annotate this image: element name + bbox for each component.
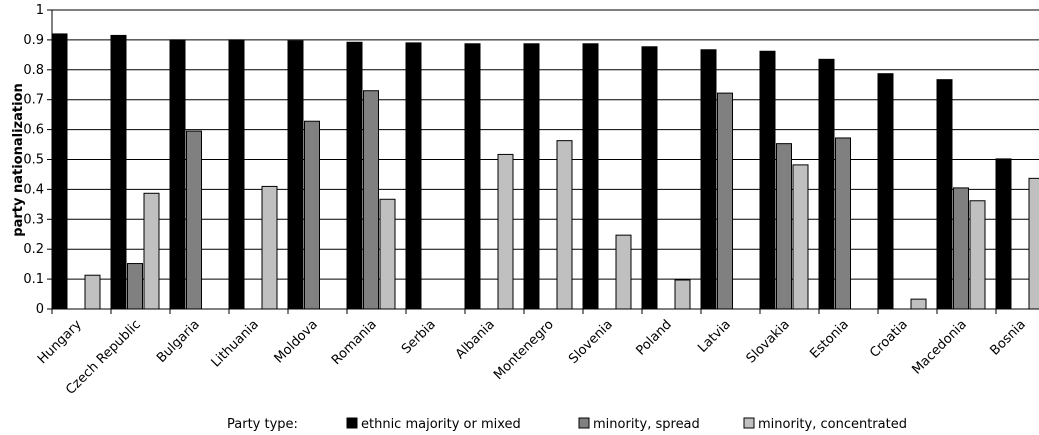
- y-tick-label: 0.7: [23, 93, 44, 108]
- legend-title: Party type:: [227, 417, 298, 432]
- x-tick-label: Moldova: [272, 317, 321, 366]
- bar: [717, 92, 733, 310]
- bar: [615, 234, 632, 310]
- y-tick-label: 0.2: [23, 242, 44, 257]
- bar: [464, 43, 481, 310]
- y-tick-label: 0.3: [23, 212, 44, 227]
- x-tick-label: Slovakia: [744, 317, 793, 366]
- bar: [363, 90, 379, 310]
- y-tick-label: 0.4: [23, 182, 44, 197]
- legend: Party type: ethnic majority or mixed mino…: [227, 417, 907, 432]
- x-tick-label: Croatia: [867, 317, 911, 361]
- bar: [835, 137, 851, 310]
- x-tick-label: Macedonia: [909, 317, 969, 377]
- x-tick-label: Latvia: [695, 317, 734, 356]
- bar: [228, 39, 245, 310]
- y-tick-label: 0: [36, 302, 44, 317]
- bar: [936, 79, 953, 310]
- x-tick-label: Lithuania: [209, 317, 262, 370]
- bar: [700, 49, 717, 310]
- y-tick-label: 0.5: [23, 153, 44, 168]
- y-tick-label: 0.8: [23, 63, 44, 78]
- y-axis-ticks: 0 0.1 0.2 0.3 0.4 0.5 0.6 0.7 0.8 0.9 1: [23, 3, 44, 317]
- legend-entry: minority, concentrated: [758, 417, 907, 432]
- bar: [169, 39, 186, 310]
- y-axis-label: party nationalization: [11, 83, 26, 236]
- bar: [818, 58, 835, 310]
- bar: [379, 198, 396, 310]
- x-tick-label: Romania: [329, 317, 380, 368]
- bar: [759, 50, 776, 310]
- bars: [51, 33, 1039, 314]
- legend-entry: minority, spread: [593, 417, 700, 432]
- bar: [969, 200, 986, 310]
- bar: [84, 274, 101, 310]
- x-tick-label: Montenegro: [491, 317, 557, 383]
- gridlines: [47, 9, 1039, 310]
- bar: [143, 192, 160, 310]
- y-tick-label: 0.1: [23, 272, 44, 287]
- x-tick-label: Poland: [634, 317, 675, 358]
- bar: [674, 279, 691, 310]
- bar: [1028, 177, 1039, 310]
- bar: [304, 120, 320, 310]
- bar: [287, 40, 304, 310]
- bar: [582, 43, 599, 310]
- bar: [110, 34, 127, 310]
- bar: [776, 143, 792, 310]
- bar: [405, 42, 422, 310]
- y-tick-label: 0.6: [23, 123, 44, 138]
- bar: [556, 140, 573, 310]
- bar: [995, 158, 1012, 310]
- x-tick-label: Slovenia: [566, 317, 616, 367]
- bar: [497, 153, 514, 310]
- bar: [346, 41, 363, 310]
- y-tick-label: 0.9: [23, 33, 44, 48]
- bar: [261, 185, 278, 310]
- legend-swatch: [743, 417, 755, 429]
- x-tick-label: Bulgaria: [154, 317, 203, 366]
- bar: [910, 298, 927, 310]
- bar: [127, 263, 143, 310]
- bar: [523, 43, 540, 310]
- legend-entry: ethnic majority or mixed: [361, 417, 521, 432]
- bar: [186, 130, 202, 310]
- x-tick-label: Serbia: [399, 317, 439, 357]
- x-tick-label: Estonia: [807, 317, 851, 361]
- x-tick-label: Bosnia: [987, 317, 1028, 358]
- legend-swatch: [578, 417, 590, 429]
- x-tick-label: Hungary: [35, 317, 85, 367]
- bar: [641, 46, 658, 310]
- y-tick-label: 1: [36, 3, 44, 18]
- legend-swatch: [346, 417, 358, 429]
- bar: [953, 187, 969, 310]
- bar: [877, 73, 894, 310]
- x-tick-label: Albania: [453, 317, 498, 362]
- bar: [792, 164, 809, 310]
- bar: [51, 33, 68, 310]
